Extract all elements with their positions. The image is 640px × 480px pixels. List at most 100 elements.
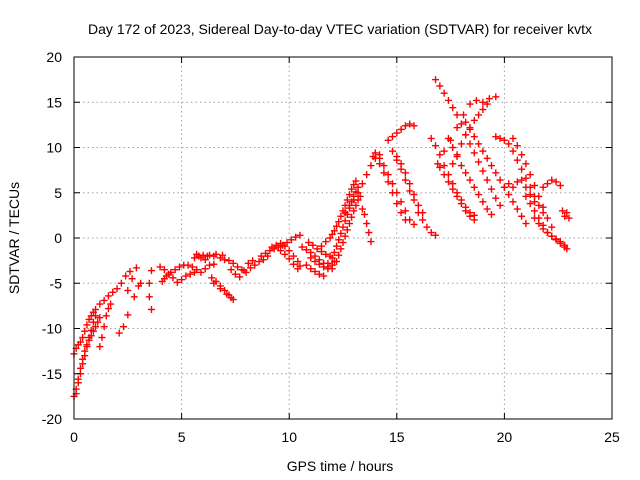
data-point: [453, 124, 461, 132]
data-point: [414, 209, 422, 217]
data-point: [281, 242, 289, 250]
grid: [74, 57, 612, 419]
data-point: [543, 229, 551, 237]
data-point: [358, 180, 366, 188]
data-point: [227, 266, 235, 274]
data-point: [234, 263, 242, 271]
data-point: [556, 238, 564, 246]
data-point: [548, 232, 556, 240]
data-point: [132, 264, 140, 272]
data-point: [92, 323, 100, 331]
data-point: [191, 254, 199, 262]
data-point: [124, 286, 132, 294]
data-point: [522, 192, 530, 200]
data-point: [462, 131, 470, 139]
data-point: [227, 294, 235, 302]
data-point: [175, 263, 183, 271]
data-point: [348, 213, 356, 221]
data-point: [449, 160, 457, 168]
data-point: [522, 174, 530, 182]
data-point: [124, 311, 132, 319]
data-point: [427, 134, 435, 142]
x-tick-label: 20: [497, 429, 513, 445]
data-point: [341, 217, 349, 225]
data-point: [483, 205, 491, 213]
data-point: [354, 189, 362, 197]
data-point: [509, 198, 517, 206]
data-point: [539, 183, 547, 191]
data-point: [109, 288, 117, 296]
data-point: [320, 263, 328, 271]
data-point: [487, 210, 495, 218]
data-point: [500, 136, 508, 144]
data-point: [307, 265, 315, 273]
data-point: [262, 249, 270, 257]
data-point: [145, 279, 153, 287]
data-point: [231, 270, 239, 278]
data-point: [457, 140, 465, 148]
data-point: [388, 147, 396, 155]
data-point: [513, 142, 521, 150]
data-point: [259, 256, 267, 264]
data-point: [470, 216, 478, 224]
data-point: [345, 191, 353, 199]
data-point: [83, 321, 91, 329]
data-point: [96, 343, 104, 351]
data-point: [184, 261, 192, 269]
data-point: [313, 245, 321, 253]
data-point: [393, 129, 401, 137]
data-point: [401, 122, 409, 130]
data-point: [388, 133, 396, 141]
data-point: [479, 147, 487, 155]
data-point: [384, 136, 392, 144]
data-point: [388, 189, 396, 197]
data-point: [350, 181, 358, 189]
data-point: [348, 185, 356, 193]
data-point: [221, 286, 229, 294]
data-point: [328, 230, 336, 238]
data-point: [85, 315, 93, 323]
data-point: [483, 154, 491, 162]
data-point: [335, 236, 343, 244]
data-point: [302, 261, 310, 269]
data-point: [96, 314, 104, 322]
data-point: [352, 201, 360, 209]
data-point: [240, 267, 248, 275]
data-point: [401, 169, 409, 177]
data-point: [535, 201, 543, 209]
data-point: [324, 259, 332, 267]
data-point: [483, 100, 491, 108]
data-point: [330, 227, 338, 235]
data-point: [193, 250, 201, 258]
data-point: [221, 256, 229, 264]
data-point: [333, 258, 341, 266]
data-point: [487, 162, 495, 170]
data-point: [436, 82, 444, 90]
data-point: [406, 120, 414, 128]
data-point: [401, 176, 409, 184]
data-point: [272, 241, 280, 249]
data-point: [449, 185, 457, 193]
data-point: [218, 251, 226, 259]
data-point: [79, 360, 87, 368]
data-point: [171, 266, 179, 274]
data-point: [363, 220, 371, 228]
data-point: [277, 239, 285, 247]
data-point: [388, 180, 396, 188]
data-point: [294, 258, 302, 266]
data-point: [117, 279, 125, 287]
y-tick-label: 5: [54, 185, 62, 201]
data-point: [410, 220, 418, 228]
plot-frame: [73, 56, 613, 420]
data-point: [531, 182, 539, 190]
data-point: [350, 207, 358, 215]
data-point: [485, 95, 493, 103]
data-point: [277, 247, 285, 255]
data-point: [535, 192, 543, 200]
data-point: [434, 160, 442, 168]
data-point: [509, 147, 517, 155]
data-point: [361, 210, 369, 218]
data-point: [251, 261, 259, 269]
data-point: [147, 305, 155, 313]
data-point: [326, 234, 334, 242]
